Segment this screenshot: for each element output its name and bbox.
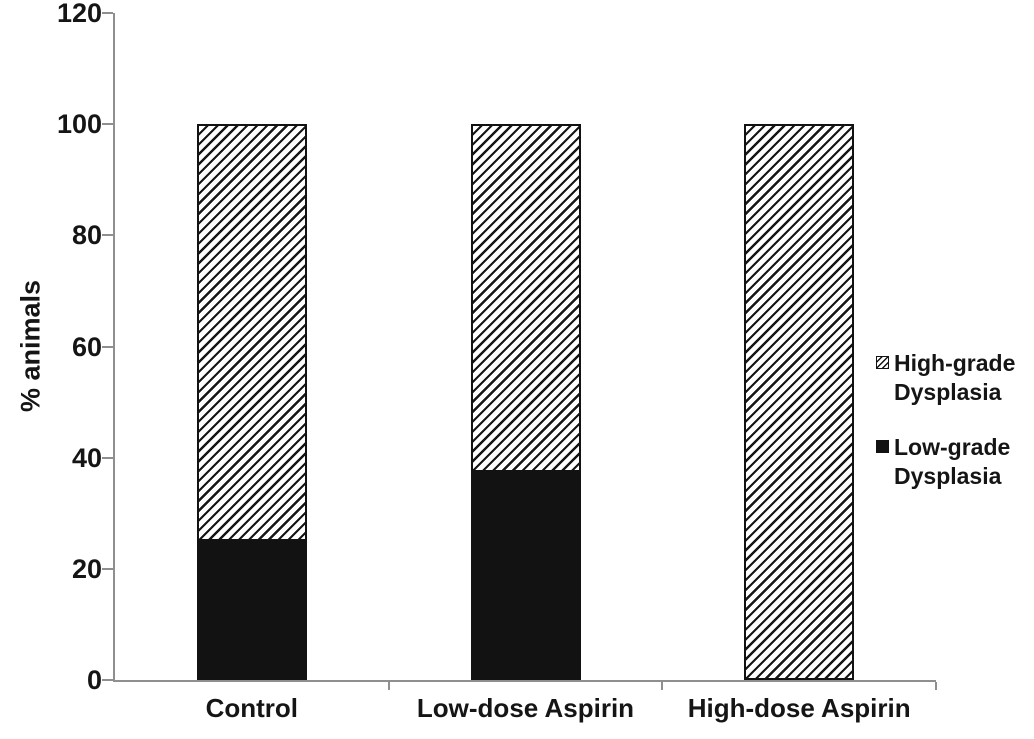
bar-segment-low-grade-dysplasia bbox=[470, 471, 581, 680]
y-tick-label: 60 bbox=[71, 331, 102, 362]
y-tick-label: 100 bbox=[56, 109, 102, 140]
bar-segment-high-grade-dysplasia bbox=[196, 124, 307, 542]
legend-entry: High-grade Dysplasia bbox=[876, 349, 1015, 407]
y-tick-label: 40 bbox=[71, 442, 102, 473]
bar-segment-high-grade-dysplasia bbox=[744, 124, 855, 680]
x-tick-mark bbox=[387, 682, 390, 690]
legend-entry: Low-grade Dysplasia bbox=[876, 433, 1015, 491]
hatched-swatch-icon bbox=[876, 356, 889, 369]
y-tick-mark bbox=[102, 456, 113, 459]
x-tick-mark bbox=[935, 682, 937, 690]
y-tick-label: 0 bbox=[86, 665, 102, 695]
y-tick-mark bbox=[102, 679, 113, 681]
solid-swatch-icon bbox=[876, 440, 889, 453]
y-tick-mark bbox=[102, 12, 113, 14]
y-tick-label: 80 bbox=[71, 220, 102, 251]
y-tick-label: 20 bbox=[71, 553, 102, 584]
y-tick-mark bbox=[102, 567, 113, 570]
y-tick-mark bbox=[102, 123, 113, 126]
x-axis-line bbox=[113, 680, 936, 682]
y-tick-label: 120 bbox=[56, 0, 102, 28]
y-axis-line bbox=[113, 13, 115, 682]
bar-segment-high-grade-dysplasia bbox=[470, 124, 581, 472]
legend: High-grade Dysplasia Low-grade Dysplasia bbox=[876, 349, 1015, 517]
category-label: Low-dose Aspirin bbox=[416, 693, 635, 723]
category-label: High-dose Aspirin bbox=[687, 693, 911, 723]
legend-label: Low-grade Dysplasia bbox=[894, 434, 1011, 489]
legend-label: High-grade Dysplasia bbox=[894, 350, 1016, 405]
y-tick-mark bbox=[102, 345, 113, 348]
bar-segment-low-grade-dysplasia bbox=[196, 541, 307, 680]
y-tick-mark bbox=[102, 234, 113, 237]
category-label: Control bbox=[205, 693, 299, 723]
x-tick-mark bbox=[661, 682, 664, 690]
